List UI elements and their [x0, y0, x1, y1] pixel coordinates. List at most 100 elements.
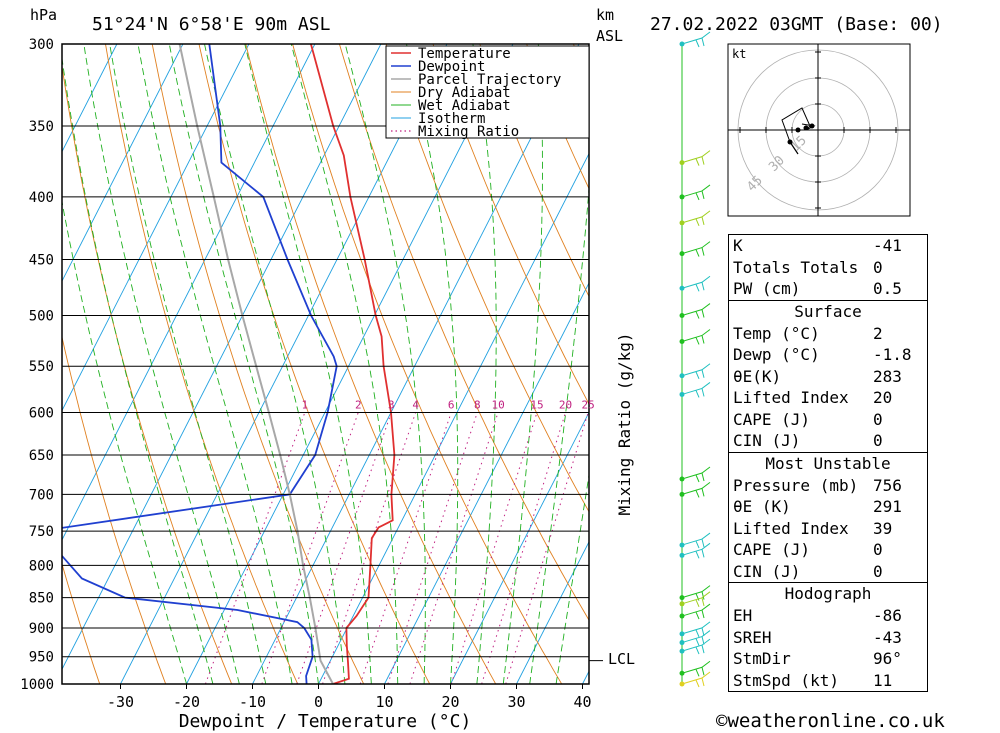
mu-key: Lifted Index: [733, 518, 849, 538]
index-key: PW (cm): [733, 279, 801, 298]
most-unstable-section: Most Unstable Pressure (mb) 756 θE (K) 291…: [729, 451, 927, 583]
isotherm-line: [186, 44, 514, 684]
temperature-line: [310, 44, 396, 684]
wet-adiabat-line: [555, 472, 589, 684]
wet-adiabat-line: [168, 44, 319, 684]
mu-value: 39: [873, 518, 893, 538]
hodo-key: SREH: [733, 627, 772, 647]
wet-adiabat-line: [244, 44, 372, 684]
wet-adiabat-line: [62, 55, 214, 684]
hodo-row: EH -86: [729, 605, 927, 627]
index-value: -41: [873, 236, 902, 255]
wind-barb-flags: [681, 382, 711, 398]
surface-key: θE(K): [733, 366, 782, 386]
wind-barb: [679, 603, 711, 620]
wind-barb-flags: [681, 630, 711, 646]
pressure-tick-label: 850: [29, 591, 54, 607]
mixing-ratio-label: 15: [530, 399, 543, 412]
hodograph-point: [803, 125, 809, 131]
surface-key: Lifted Index: [733, 388, 849, 407]
isotherm-line: [62, 44, 250, 412]
surface-value: 0: [873, 409, 883, 429]
copyright-footer[interactable]: ©weatheronline.co.uk: [716, 710, 945, 732]
pressure-tick-label: 300: [29, 37, 54, 53]
pressure-tick-label: 350: [29, 119, 54, 135]
hodograph-point: [787, 139, 793, 145]
wind-barb: [679, 638, 711, 655]
parcel-trajectory-line: [178, 44, 334, 684]
datetime-title: 27.02.2022 03GMT (Base: 00): [650, 14, 943, 35]
wind-barb: [679, 660, 711, 677]
wind-barb: [679, 630, 711, 646]
hodo-row: SREH -43: [729, 627, 927, 649]
index-value: 0.5: [873, 279, 902, 298]
wind-barb: [679, 303, 711, 319]
wind-barb: [679, 621, 711, 638]
surface-key: CAPE (J): [733, 409, 811, 429]
x-axis-label: Dewpoint / Temperature (°C): [179, 711, 472, 732]
mu-row: Lifted Index 39: [729, 518, 927, 540]
index-key: K: [733, 236, 743, 255]
surface-value: 20: [873, 388, 893, 407]
index-row-k: K -41: [729, 235, 927, 257]
surface-title: Surface: [794, 301, 862, 321]
dry-adiabat-line: [432, 44, 589, 406]
wind-barb: [679, 671, 711, 688]
isotherm-line: [62, 44, 118, 153]
legend-parcel: Parcel Trajectory: [418, 72, 561, 88]
mixing-ratio-label: 4: [412, 399, 419, 412]
pressure-tick-label: 950: [29, 650, 54, 666]
mixing-ratio-line: [387, 412, 478, 684]
x-tick-label: 40: [573, 693, 591, 711]
most-unstable-title: Most Unstable: [765, 453, 891, 473]
wet-adiabat-line: [109, 44, 267, 684]
index-row-pw: PW (cm) 0.5: [729, 278, 927, 300]
mixing-ratio-line: [322, 412, 417, 684]
wind-barb-flags: [681, 184, 711, 201]
wind-barbs: [679, 31, 711, 688]
wet-adiabat-line: [344, 44, 426, 684]
x-tick-label: 0: [314, 693, 323, 711]
wind-barb: [679, 31, 711, 48]
wind-barb: [679, 591, 711, 608]
surface-row: Dewp (°C) -1.8: [729, 344, 927, 366]
pressure-tick-label: 800: [29, 558, 54, 574]
mixing-ratio-label: 6: [448, 399, 455, 412]
isotherm-line: [62, 44, 184, 283]
isotherm-line: [318, 152, 589, 684]
hodo-value: -43: [873, 627, 902, 647]
hodo-value: -86: [873, 606, 902, 625]
wind-barb-flags: [681, 660, 711, 677]
pressure-tick-label: 1000: [20, 677, 54, 693]
mu-row: CIN (J) 0: [729, 561, 927, 583]
surface-key: Dewp (°C): [733, 345, 820, 364]
wind-barb-flags: [681, 210, 711, 227]
mixing-ratio-label: 1: [301, 399, 308, 412]
surface-section: Surface Temp (°C) 2 Dewp (°C) -1.8 θE(K) 28…: [729, 299, 927, 452]
x-tick-label: -10: [239, 693, 266, 711]
mixing-ratio-line: [261, 412, 359, 684]
wind-barb: [679, 150, 711, 166]
surface-key: Temp (°C): [733, 323, 820, 343]
axes-layer: 1 2 3 4 6 8 10 15 20 2530035040045050055060065070…: [20, 37, 603, 711]
surface-row: CAPE (J) 0: [729, 409, 927, 431]
legend: Temperature Dewpoint Parcel Trajectory D…: [385, 45, 590, 140]
wet-adiabat-line: [137, 44, 293, 684]
pressure-tick-label: 600: [29, 405, 54, 421]
legend-wet-adiabat: Wet Adiabat: [418, 98, 511, 114]
x-tick-label: -30: [107, 693, 134, 711]
wet-adiabat-line: [62, 199, 187, 684]
wind-barb: [679, 275, 711, 292]
mixing-ratio-label: 3: [388, 399, 395, 412]
plot-frame: [61, 43, 590, 685]
indices-table: K -41 Totals Totals 0 PW (cm) 0.5 Surface T…: [728, 234, 928, 692]
wet-adiabat-line: [472, 44, 497, 684]
mixing-ratio-axis-label: Mixing Ratio (g/kg): [615, 332, 634, 515]
lcl-label: LCL: [608, 650, 635, 668]
wind-barb-flags: [681, 542, 711, 559]
wind-barb-flags: [681, 532, 711, 549]
index-key: Totals Totals: [733, 257, 859, 277]
hodograph-point: [795, 127, 801, 133]
